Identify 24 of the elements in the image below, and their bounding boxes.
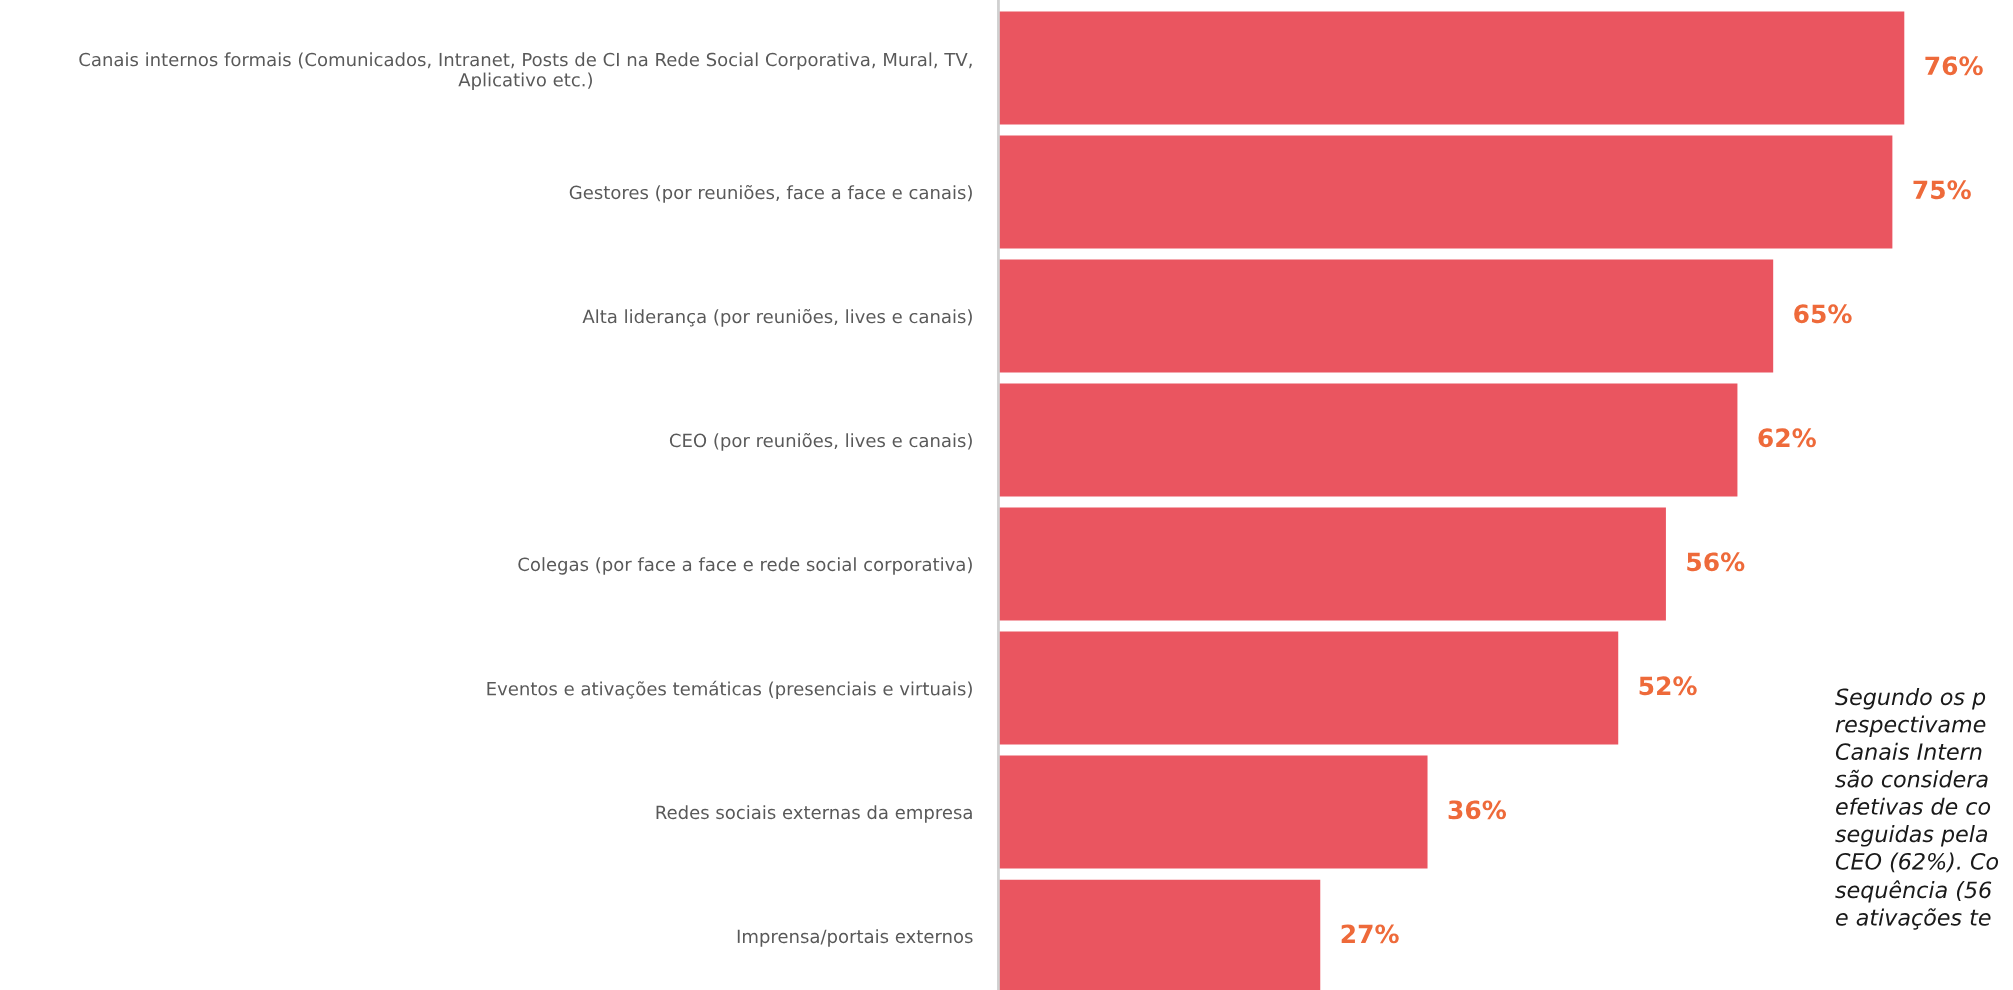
- bar: [998, 755, 1428, 869]
- data-label: 27%: [1341, 924, 1399, 944]
- data-label: 65%: [1794, 304, 1852, 324]
- y-tick-label: CEO (por reuniões, lives e canais): [669, 432, 972, 451]
- bar: [998, 135, 1893, 249]
- data-label: 52%: [1639, 676, 1697, 696]
- data-label: 62%: [1758, 428, 1816, 448]
- data-label: 36%: [1448, 800, 1507, 820]
- data-label: 76%: [1925, 56, 1983, 76]
- data-label: 75%: [1913, 180, 1971, 200]
- y-tick-label: Gestores (por reuniões, face a face e canais): [569, 184, 972, 203]
- y-tick-label: Canais internos formais (Comunicados, Intranet, Posts de CI na Rede Social Corporativa, Mural, TV, Aplicativo etc.): [79, 52, 972, 91]
- y-tick-label: Alta liderança (por reuniões, lives e canais): [582, 308, 972, 327]
- data-label: 56%: [1687, 552, 1745, 572]
- y-tick-label: Eventos e ativações temáticas (presenciais e virtuais): [487, 680, 972, 699]
- y-tick-label: Imprensa/portais externos: [737, 929, 973, 947]
- y-tick-label: Colegas (por face a face e rede social corporativa): [518, 557, 972, 575]
- bar: [998, 631, 1619, 745]
- bar: [998, 383, 1738, 497]
- y-tick-label: Redes sociais externas da empresa: [656, 805, 972, 823]
- bar: [998, 259, 1774, 373]
- bar: [998, 507, 1666, 621]
- text: Segundo os p respectivame Canais Intern são considera efetivas de co seguidas pela CEO (62%). Co sequência (56 e ativações te: [1835, 688, 1999, 930]
- bar: [998, 11, 1905, 125]
